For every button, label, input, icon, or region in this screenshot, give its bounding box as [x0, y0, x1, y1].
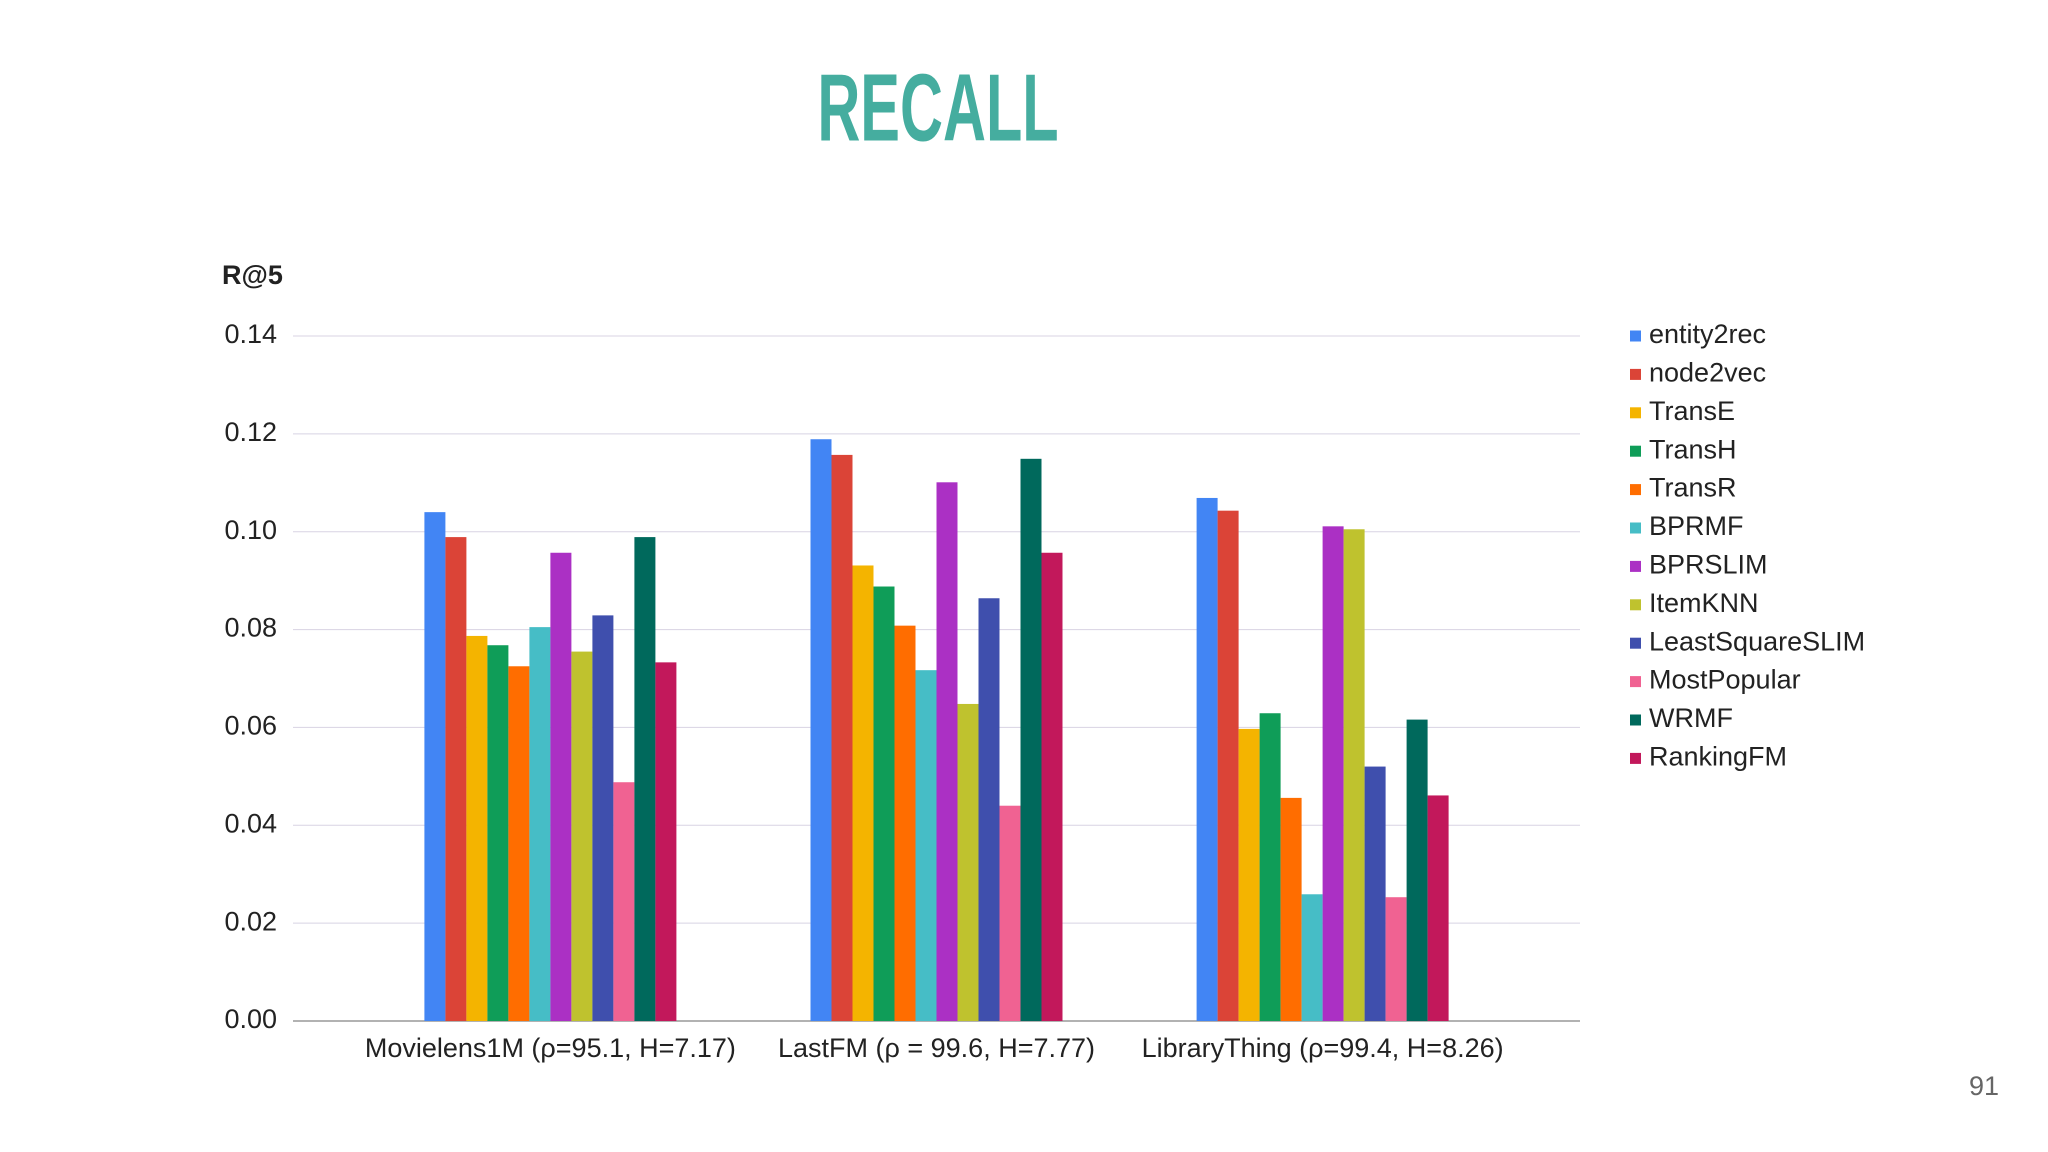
bar — [810, 439, 832, 1022]
legend-swatch — [1630, 445, 1641, 457]
bar — [852, 565, 874, 1021]
legend-label: node2vec — [1649, 358, 1766, 388]
bar — [1427, 795, 1449, 1021]
bar — [592, 615, 614, 1021]
x-tick-label: LibraryThing (ρ=99.4, H=8.26) — [1142, 1033, 1504, 1063]
legend-swatch — [1630, 599, 1641, 611]
bar — [1196, 497, 1218, 1021]
y-tick-label: 0.02 — [224, 906, 277, 936]
legend-label: LeastSquareSLIM — [1649, 626, 1865, 656]
legend-label: ItemKNN — [1649, 588, 1759, 618]
bar — [1406, 719, 1428, 1021]
bar — [550, 552, 572, 1021]
y-tick-label: 0.10 — [224, 515, 277, 545]
x-tick-label: Movielens1M (ρ=95.1, H=7.17) — [365, 1033, 736, 1063]
bar — [1301, 894, 1323, 1021]
legend-label: TransR — [1649, 473, 1737, 503]
legend-swatch — [1630, 522, 1641, 534]
legend-swatch — [1630, 752, 1641, 764]
legend-label: BPRMF — [1649, 511, 1744, 541]
legend-swatch — [1630, 637, 1641, 649]
legend-swatch — [1630, 714, 1641, 726]
y-tick-label: 0.14 — [224, 319, 277, 349]
legend-swatch — [1630, 484, 1641, 496]
bar — [1238, 728, 1260, 1021]
legend-label: TransH — [1649, 434, 1737, 464]
bar — [424, 512, 446, 1021]
bar — [1259, 713, 1281, 1021]
bar — [634, 537, 656, 1021]
y-axis-label: R@5 — [222, 260, 283, 290]
legend-label: RankingFM — [1649, 742, 1787, 772]
legend-swatch — [1630, 368, 1641, 380]
bar — [999, 805, 1021, 1021]
bar — [613, 782, 635, 1021]
bar — [1343, 529, 1365, 1021]
y-tick-label: 0.12 — [224, 417, 277, 447]
bar — [915, 670, 937, 1021]
legend-label: BPRSLIM — [1649, 550, 1768, 580]
bar — [1322, 526, 1344, 1021]
legend-swatch — [1630, 676, 1641, 688]
legend-swatch — [1630, 330, 1641, 342]
bar — [529, 627, 551, 1021]
bar — [571, 651, 593, 1021]
legend-swatch — [1630, 560, 1641, 572]
bar — [1020, 458, 1042, 1022]
y-tick-label: 0.08 — [224, 613, 277, 643]
bar — [978, 598, 1000, 1021]
legend-swatch — [1630, 407, 1641, 419]
bar — [957, 703, 979, 1021]
bar — [873, 586, 895, 1021]
page-number: 91 — [1969, 1071, 1999, 1101]
bar — [466, 635, 488, 1021]
bar — [445, 537, 467, 1021]
legend-label: MostPopular — [1649, 665, 1801, 695]
bar — [894, 625, 916, 1021]
legend-label: entity2rec — [1649, 319, 1766, 349]
legend-label: WRMF — [1649, 703, 1733, 733]
x-tick-label: LastFM (ρ = 99.6, H=7.77) — [778, 1033, 1095, 1063]
bar — [831, 454, 853, 1021]
bar — [1217, 510, 1239, 1021]
legend-label: TransE — [1649, 396, 1735, 426]
bar — [1385, 897, 1407, 1021]
bar — [936, 482, 958, 1022]
y-tick-label: 0.04 — [224, 808, 277, 838]
y-tick-label: 0.00 — [224, 1004, 277, 1034]
y-tick-label: 0.06 — [224, 711, 277, 741]
bar — [1041, 552, 1063, 1021]
bar — [508, 666, 530, 1021]
chart-title: RECALL — [817, 54, 1058, 161]
bar — [1364, 766, 1386, 1021]
bar — [655, 662, 677, 1021]
bar — [1280, 797, 1302, 1021]
bar — [487, 645, 509, 1021]
